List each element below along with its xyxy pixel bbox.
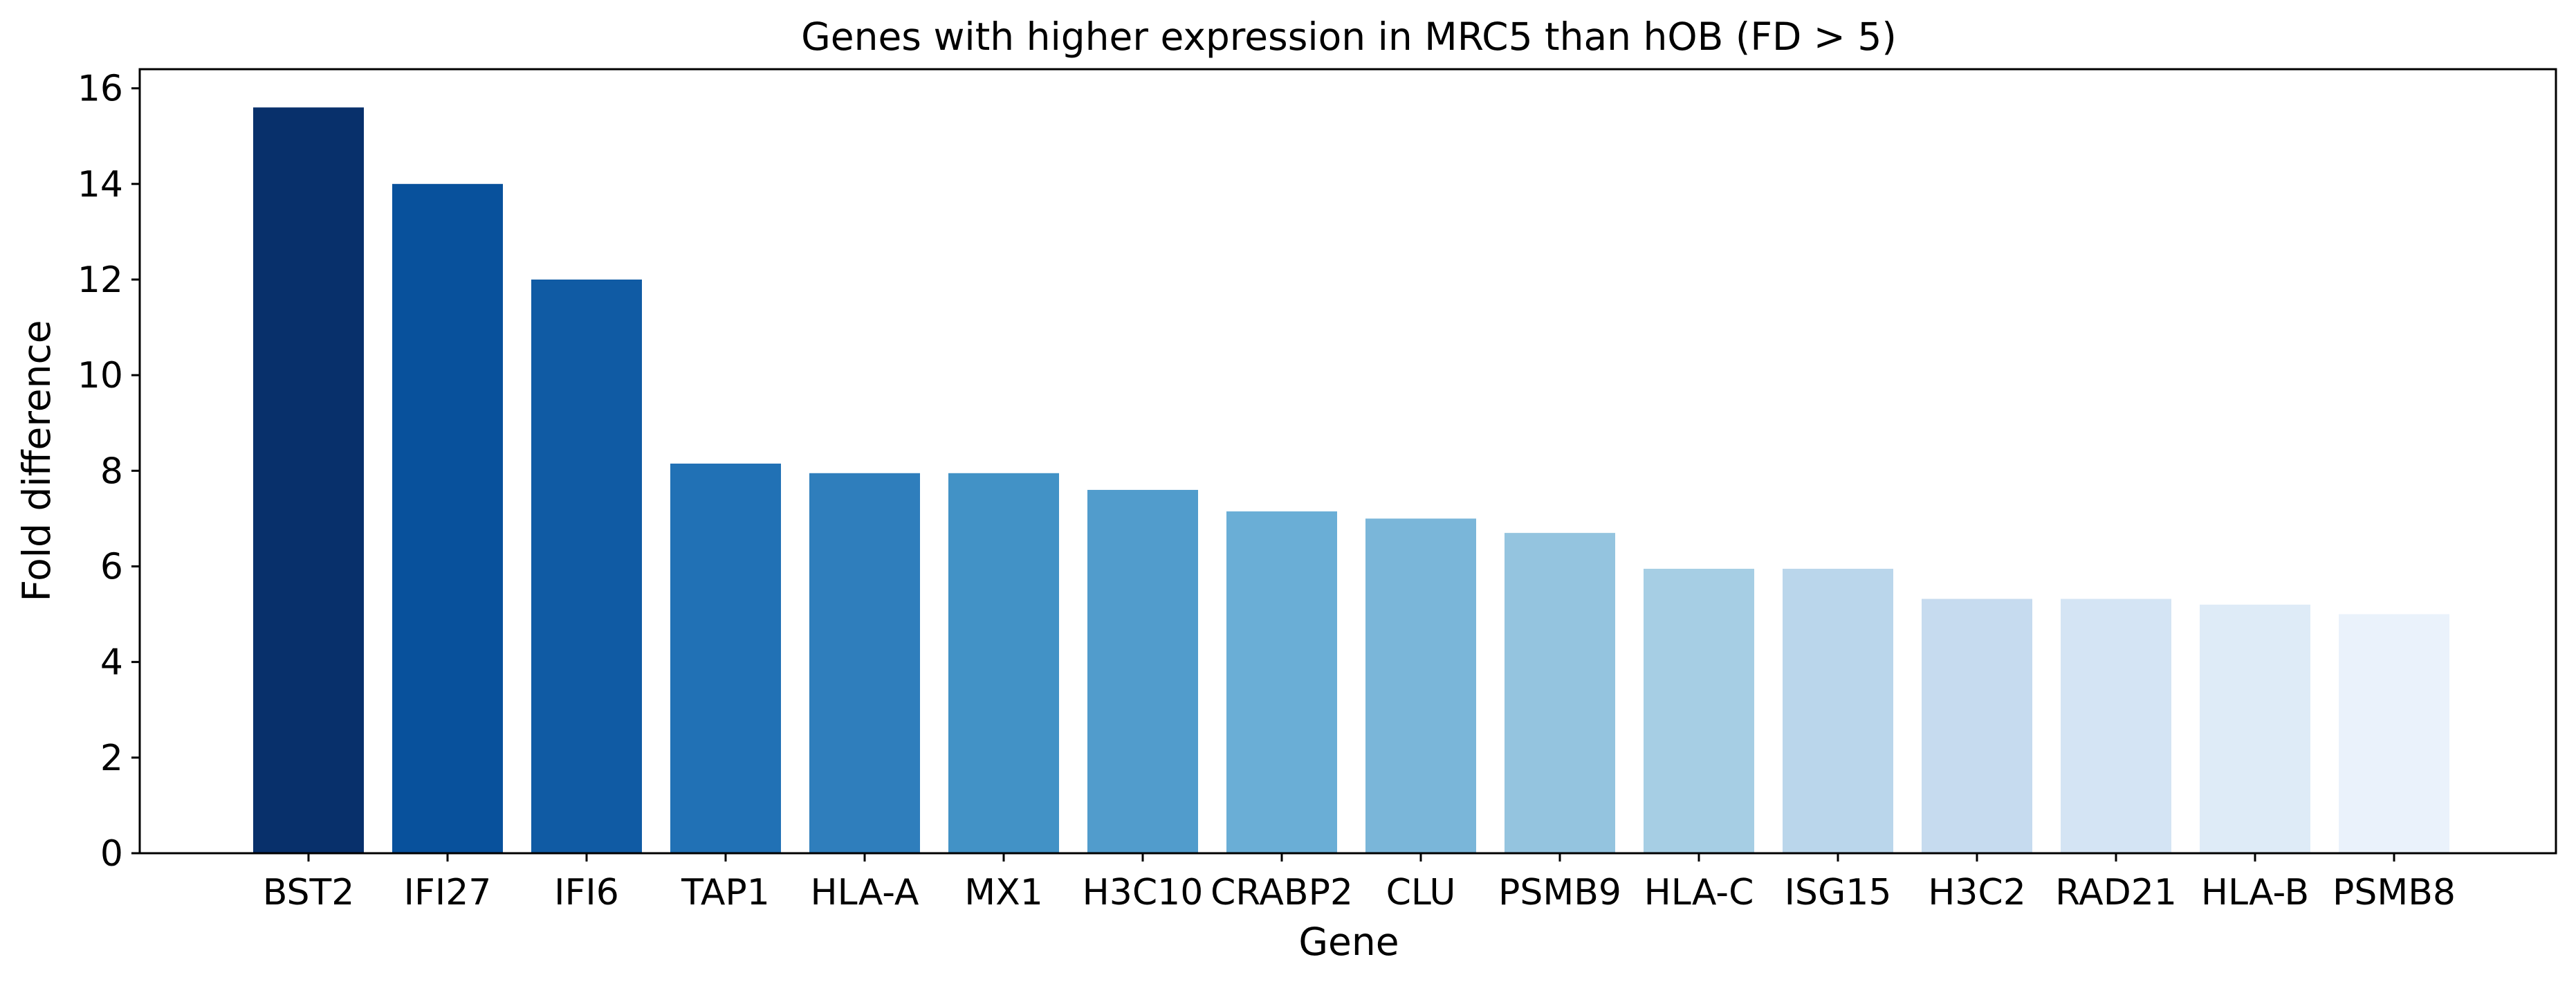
- y-tick-label: 8: [100, 450, 123, 492]
- y-tick-label: 16: [77, 69, 123, 110]
- bar-psmb8: [2339, 614, 2449, 853]
- bar-clu: [1365, 518, 1476, 853]
- x-tick-label: MX1: [964, 872, 1043, 913]
- bar-rad21: [2061, 599, 2171, 853]
- y-tick-label: 10: [77, 355, 123, 397]
- x-tick-label: H3C2: [1928, 872, 2026, 913]
- y-tick-label: 14: [77, 164, 123, 206]
- x-axis: BST2 IFI27 IFI6 TAP1 HLA-A MX1 H3C10 CRABP2 CLU P…: [263, 853, 2456, 913]
- bar-hla-a: [809, 473, 920, 853]
- x-tick-label: PSMB8: [2333, 872, 2456, 913]
- x-tick-label: BST2: [263, 872, 355, 913]
- x-tick-label: HLA-C: [1644, 872, 1754, 913]
- y-tick-label: 2: [100, 738, 123, 779]
- bar-ifi27: [392, 183, 503, 853]
- bar-ifi6: [531, 279, 642, 854]
- bar-tap1: [670, 463, 781, 853]
- x-tick-label: PSMB9: [1498, 872, 1621, 913]
- y-axis-label: Fold difference: [15, 320, 59, 601]
- x-tick-label: IFI6: [554, 872, 619, 913]
- x-tick-label: H3C10: [1083, 872, 1204, 913]
- chart-title: Genes with higher expression in MRC5 tha…: [801, 15, 1897, 59]
- plot-frame: [138, 68, 2557, 855]
- bar-crabp2: [1226, 511, 1337, 853]
- bar-hla-b: [2200, 604, 2310, 853]
- bars-group: [253, 107, 2449, 854]
- x-tick-label: RAD21: [2055, 872, 2177, 913]
- y-tick-label: 4: [100, 642, 123, 684]
- y-tick-label: 0: [100, 833, 123, 875]
- x-tick-label: TAP1: [681, 872, 770, 913]
- x-tick-label: ISG15: [1785, 872, 1892, 913]
- x-axis-label: Gene: [1298, 920, 1399, 964]
- y-axis: 0 2 4 6 8 10 12 14 16: [77, 69, 140, 875]
- bar-psmb9: [1505, 533, 1615, 853]
- bar-mx1: [948, 473, 1059, 853]
- bar-h3c10: [1087, 489, 1198, 853]
- x-tick-label: IFI27: [404, 872, 492, 913]
- y-tick-label: 12: [77, 259, 123, 301]
- x-tick-label: CLU: [1386, 872, 1456, 913]
- x-tick-label: CRABP2: [1211, 872, 1353, 913]
- bar-h3c2: [1922, 599, 2032, 853]
- x-tick-label: HLA-A: [811, 872, 919, 913]
- bar-hla-c: [1644, 568, 1754, 853]
- y-tick-label: 6: [100, 546, 123, 587]
- x-tick-label: HLA-B: [2201, 872, 2309, 913]
- bar-bst2: [253, 107, 364, 853]
- bar-isg15: [1783, 568, 1893, 853]
